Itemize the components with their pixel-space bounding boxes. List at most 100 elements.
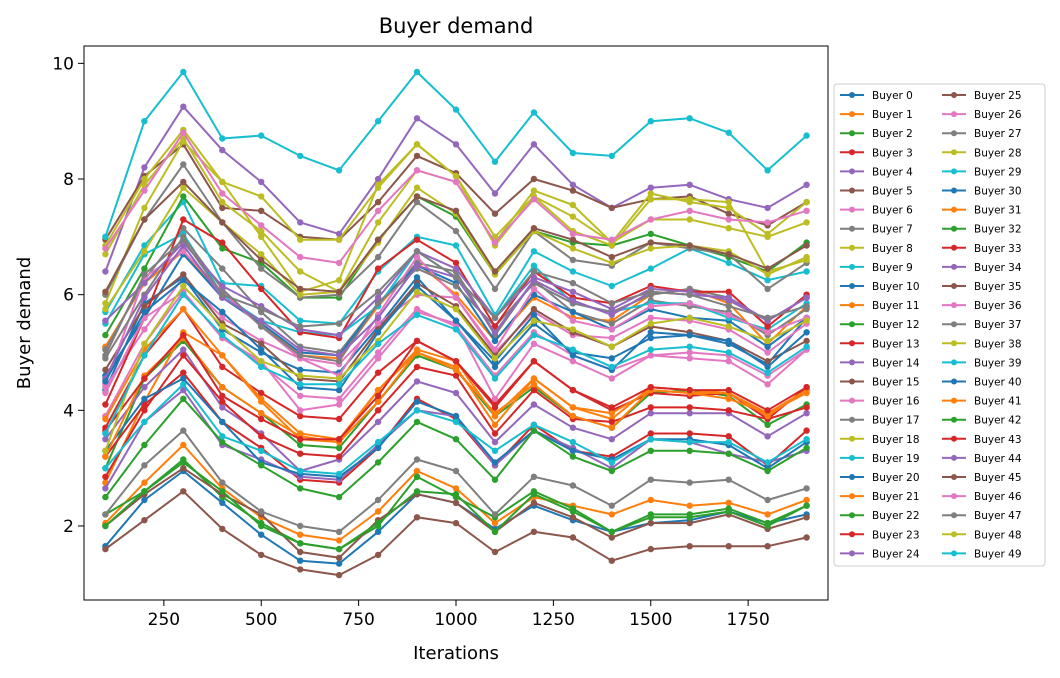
legend-entry: Buyer 14	[840, 357, 920, 369]
legend-swatch-marker	[951, 321, 957, 328]
data-point	[102, 366, 109, 373]
data-point	[647, 314, 654, 321]
data-point	[803, 268, 810, 275]
series-40	[102, 277, 810, 394]
data-point	[452, 467, 460, 475]
series-29	[102, 68, 810, 240]
legend-label: Buyer 31	[974, 205, 1022, 217]
data-point	[180, 381, 187, 388]
data-point	[102, 447, 109, 454]
data-point	[297, 467, 304, 475]
data-point	[491, 430, 499, 437]
legend-entry: Buyer 7	[840, 224, 913, 236]
data-point	[258, 358, 265, 365]
data-point	[180, 465, 187, 472]
data-point	[530, 528, 538, 535]
data-point	[725, 438, 732, 446]
data-point	[374, 551, 382, 559]
data-point	[374, 314, 382, 321]
data-point	[764, 421, 771, 428]
data-point	[725, 543, 732, 550]
data-point	[102, 331, 109, 339]
data-point	[141, 303, 148, 310]
data-point	[686, 181, 693, 188]
data-point	[803, 444, 810, 452]
data-point	[764, 349, 771, 356]
data-point	[219, 418, 226, 426]
data-point	[219, 438, 226, 446]
data-point	[452, 412, 460, 420]
data-point	[686, 349, 693, 356]
data-point	[374, 459, 382, 466]
data-point	[725, 407, 732, 414]
data-point	[335, 331, 343, 339]
data-point	[219, 352, 226, 359]
legend-label: Buyer 43	[974, 434, 1022, 446]
data-point	[569, 308, 577, 316]
data-point	[647, 184, 654, 191]
data-point	[764, 285, 771, 293]
data-point	[297, 531, 304, 538]
data-point	[258, 410, 265, 417]
legend-swatch-marker	[951, 397, 957, 404]
data-point	[141, 441, 148, 449]
data-point	[180, 216, 187, 223]
data-point	[180, 161, 187, 168]
data-point	[647, 265, 654, 272]
data-point	[258, 251, 265, 258]
series-47	[102, 236, 810, 359]
data-point	[686, 355, 693, 362]
data-point	[180, 375, 187, 382]
data-point	[180, 395, 187, 402]
data-point	[491, 459, 499, 466]
data-point	[491, 511, 499, 518]
data-point	[219, 178, 226, 186]
data-point	[141, 308, 148, 316]
data-point	[335, 436, 343, 443]
legend-label: Buyer 39	[974, 357, 1022, 369]
data-point	[219, 323, 226, 330]
data-point	[491, 519, 499, 527]
data-point	[608, 282, 615, 290]
data-point	[803, 242, 810, 249]
data-point	[374, 369, 382, 376]
legend-label: Buyer 15	[872, 377, 920, 389]
data-point	[725, 386, 732, 394]
data-point	[686, 216, 693, 223]
data-point	[686, 430, 693, 437]
legend-entry: Buyer 42	[942, 415, 1022, 427]
data-point	[803, 534, 810, 541]
legend-label: Buyer 41	[974, 396, 1022, 408]
legend-swatch-marker	[951, 531, 957, 538]
data-point	[530, 141, 538, 148]
data-point	[530, 268, 538, 275]
data-point	[530, 285, 538, 293]
data-point	[608, 320, 615, 327]
data-point	[647, 329, 654, 336]
legend-label: Buyer 12	[872, 319, 920, 331]
data-point	[764, 543, 771, 550]
data-point	[764, 277, 771, 284]
data-point	[219, 219, 226, 226]
data-point	[530, 187, 538, 194]
data-point	[258, 415, 265, 423]
data-point	[452, 358, 460, 365]
data-point	[569, 453, 577, 460]
data-point	[608, 334, 615, 342]
data-point	[374, 407, 382, 414]
data-point	[686, 198, 693, 206]
data-point	[686, 343, 693, 350]
data-point	[647, 404, 654, 411]
data-point	[297, 152, 304, 160]
data-point	[569, 181, 577, 188]
legend-swatch-marker	[849, 512, 855, 519]
data-point	[102, 545, 109, 553]
data-point	[335, 493, 343, 501]
data-point	[725, 198, 732, 206]
data-point	[141, 271, 148, 278]
data-point	[647, 245, 654, 252]
data-point	[141, 326, 148, 333]
data-point	[258, 531, 265, 538]
legend-entry: Buyer 10	[840, 281, 920, 293]
data-point	[686, 386, 693, 394]
